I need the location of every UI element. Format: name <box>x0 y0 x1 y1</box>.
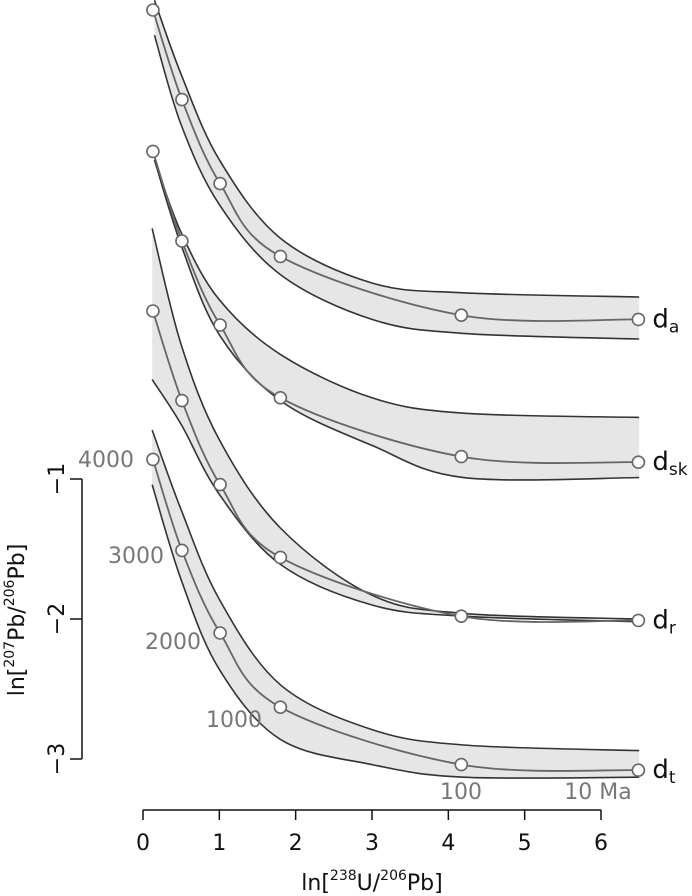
y-axis-label-part: ln[ <box>5 668 30 697</box>
series-label: dr <box>652 605 676 639</box>
band-upper <box>151 228 640 620</box>
series-label-sub: sk <box>669 460 688 480</box>
data-point <box>213 176 227 191</box>
x-tick-label: 2 <box>289 831 303 856</box>
band-upper <box>153 0 640 298</box>
age-label: 10 Ma <box>564 780 631 805</box>
band-lower <box>153 34 640 340</box>
x-axis-label-part: 238 <box>330 868 357 884</box>
x-axis-label-part: U/ <box>357 871 381 896</box>
data-point <box>273 700 288 715</box>
data-point <box>146 452 160 467</box>
data-point <box>175 234 189 248</box>
x-axis-label-part: Pb] <box>407 871 443 896</box>
y-axis-label-part: Pb/ <box>5 606 30 641</box>
data-point <box>273 550 288 565</box>
series-label: dsk <box>652 447 687 481</box>
data-point <box>631 613 646 628</box>
y-axis-label-part: Pb] <box>5 544 30 580</box>
series-label-name: d <box>652 304 669 334</box>
series-label: da <box>652 304 679 338</box>
band-area <box>152 228 640 622</box>
data-point <box>175 393 189 408</box>
series-label-name: d <box>652 605 669 635</box>
series-label-sub: r <box>669 618 676 638</box>
y-axis-label-part: 207 <box>2 641 18 668</box>
band-lower <box>151 484 640 779</box>
x-tick-label: 1 <box>212 831 226 856</box>
series-label-sub: a <box>669 317 679 337</box>
age-label: 2000 <box>145 630 201 655</box>
x-tick-label: 5 <box>518 831 532 856</box>
series-line <box>152 9 639 322</box>
data-point <box>454 609 469 624</box>
age-label: 1000 <box>206 708 262 733</box>
x-axis-label: ln[238U/206Pb] <box>301 868 442 896</box>
data-point <box>213 477 227 492</box>
band-upper <box>151 429 640 752</box>
data-point <box>146 304 160 318</box>
data-point <box>273 249 288 264</box>
data-point <box>146 3 160 17</box>
y-tick-label: −1 <box>45 463 70 495</box>
series-label: dt <box>652 755 676 789</box>
data-point <box>175 92 189 107</box>
series-label-sub: t <box>669 768 676 788</box>
series-label-name: d <box>652 755 669 785</box>
y-tick-label: −2 <box>45 603 70 635</box>
data-point <box>631 455 646 470</box>
data-point <box>454 308 469 323</box>
data-point <box>631 312 646 327</box>
age-label: 3000 <box>108 544 164 569</box>
data-point <box>146 144 160 159</box>
data-point <box>631 763 646 778</box>
data-point <box>454 449 469 464</box>
band-area <box>154 159 640 480</box>
y-axis-label-part: 206 <box>2 579 18 606</box>
series-label-name: d <box>652 447 669 477</box>
age-label: 4000 <box>78 448 134 473</box>
x-tick-label: 0 <box>136 831 150 856</box>
y-tick-label: −3 <box>45 743 70 775</box>
data-point <box>454 757 469 772</box>
x-axis-label-part: ln[ <box>301 871 330 896</box>
band-area <box>152 430 640 779</box>
data-point <box>273 390 288 405</box>
x-tick-label: 4 <box>441 831 455 856</box>
x-tick-label: 6 <box>594 831 608 856</box>
x-axis-label-part: 206 <box>380 868 407 884</box>
x-tick-label: 3 <box>365 831 379 856</box>
band-lower <box>151 379 640 623</box>
age-label: 100 <box>440 780 482 805</box>
data-point <box>213 626 227 640</box>
data-point <box>213 318 227 332</box>
data-point <box>175 543 189 558</box>
y-axis-label: ln[207Pb/206Pb] <box>2 544 30 697</box>
